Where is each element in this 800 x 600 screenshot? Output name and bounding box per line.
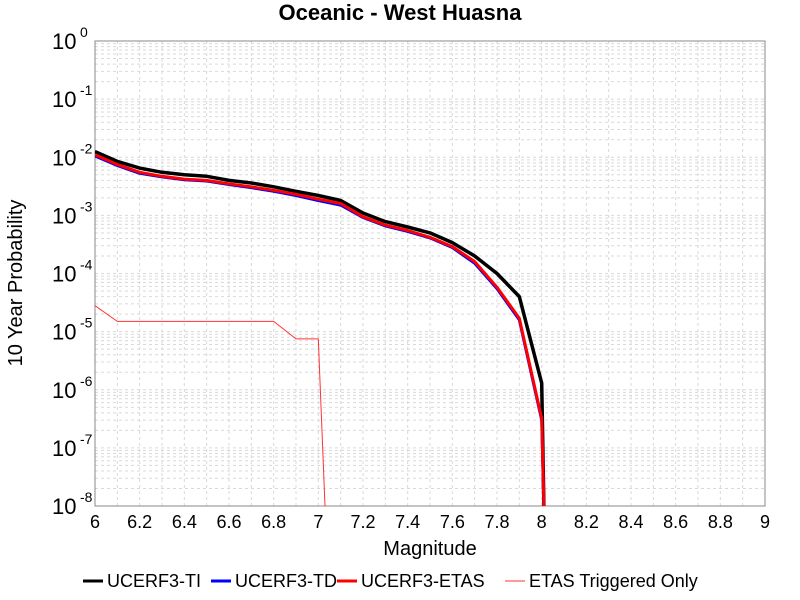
y-tick-label: 10 [52,203,76,228]
x-tick-label: 6.6 [216,512,241,532]
x-tick-label: 8.2 [574,512,599,532]
legend-entry: UCERF3-TI [107,571,201,591]
y-tick-exponent: -1 [80,82,93,98]
x-tick-label: 8 [537,512,547,532]
legend-entry: UCERF3-ETAS [361,571,485,591]
x-tick-label: 7 [313,512,323,532]
y-tick-label: 10 [52,494,76,519]
x-tick-label: 8.4 [618,512,643,532]
series-line [95,149,546,507]
y-tick-label: 10 [52,262,76,287]
x-tick-label: 7.4 [395,512,420,532]
y-tick-exponent: 0 [80,24,88,40]
plot-area-frame [94,40,766,507]
y-tick-label: 10 [52,378,76,403]
y-tick-label: 10 [52,29,76,54]
legend: UCERF3-TI UCERF3-TD UCERF3-ETAS ETAS Trigge… [83,571,698,591]
x-tick-label: 8.6 [663,512,688,532]
y-tick-exponent: -5 [80,315,93,331]
x-tick-label: 6.4 [172,512,197,532]
y-tick-label: 10 [52,145,76,170]
y-tick-exponent: -8 [80,489,93,505]
y-tick-exponent: -3 [80,198,93,214]
y-tick-label: 10 [52,87,76,112]
legend-entry: UCERF3-TD [235,571,337,591]
x-tick-label: 7.2 [350,512,375,532]
x-tick-label: 7.8 [484,512,509,532]
x-tick-label: 6 [90,512,100,532]
series-line [95,305,326,507]
x-tick-label: 9 [760,512,770,532]
chart-title: Oceanic - West Huasna [279,0,523,25]
series-layer [95,149,546,507]
legend-entry: ETAS Triggered Only [529,571,698,591]
y-tick-label: 10 [52,436,76,461]
y-axis-label: 10 Year Probability [5,200,27,367]
y-tick-label: 10 [52,320,76,345]
y-tick-exponent: -2 [80,140,93,156]
x-axis-label: Magnitude [383,538,476,560]
x-axis-ticks: 6 6.2 6.4 6.6 6.8 7 7.2 7.4 7.6 7.8 8 8.2 8.4 8.6 8.8 9 [90,512,770,532]
y-tick-exponent: -7 [80,431,93,447]
x-tick-label: 6.2 [127,512,152,532]
grid [94,41,766,507]
y-tick-exponent: -4 [80,257,93,273]
y-tick-exponent: -6 [80,373,93,389]
x-tick-label: 8.8 [708,512,733,532]
x-tick-label: 7.6 [440,512,465,532]
x-tick-label: 6.8 [261,512,286,532]
series-line [95,153,546,507]
